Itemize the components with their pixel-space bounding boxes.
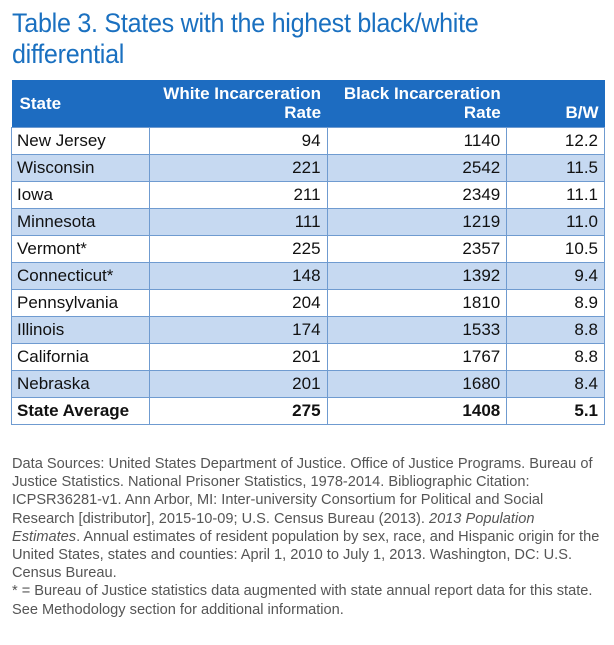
table-row: Pennsylvania 204 1810 8.9	[11, 289, 605, 317]
state-cell: New Jersey	[11, 127, 150, 155]
table-row: Iowa 211 2349 11.1	[11, 181, 605, 209]
state-cell: Minnesota	[11, 208, 150, 236]
bw-ratio-cell: 10.5	[506, 235, 605, 263]
state-cell: Vermont*	[11, 235, 150, 263]
bw-ratio-cell: 9.4	[506, 262, 605, 290]
bw-ratio-cell: 8.8	[506, 316, 605, 344]
state-cell: California	[11, 343, 150, 371]
state-cell: Iowa	[11, 181, 150, 209]
black-rate-cell: 1810	[326, 289, 508, 317]
state-cell: Wisconsin	[11, 154, 150, 182]
white-rate-cell: 201	[148, 343, 328, 371]
bw-ratio-cell: 8.4	[506, 370, 605, 398]
header-black-rate: Black Incarceration Rate	[327, 80, 507, 128]
header-white-rate: White Incarceration Rate	[149, 80, 328, 128]
header-state: State	[11, 80, 150, 128]
white-rate-cell: 201	[148, 370, 328, 398]
table-row: Minnesota 111 1219 11.0	[11, 208, 605, 236]
white-rate-cell: 94	[148, 127, 328, 155]
table-row: Wisconsin 221 2542 11.5	[11, 154, 605, 182]
table-row: Vermont* 225 2357 10.5	[11, 235, 605, 263]
bw-ratio-cell: 8.8	[506, 343, 605, 371]
table-row: Nebraska 201 1680 8.4	[11, 370, 605, 398]
black-rate-cell: 2542	[326, 154, 508, 182]
black-rate-cell: 1408	[326, 397, 508, 425]
bw-ratio-cell: 11.5	[506, 154, 605, 182]
black-rate-cell: 1533	[326, 316, 508, 344]
incarceration-table: State White Incarceration Rate Black Inc…	[11, 80, 605, 425]
black-rate-cell: 2357	[326, 235, 508, 263]
bw-ratio-cell: 11.1	[506, 181, 605, 209]
bw-ratio-cell: 12.2	[506, 127, 605, 155]
white-rate-cell: 221	[148, 154, 328, 182]
white-rate-cell: 225	[148, 235, 328, 263]
black-rate-cell: 1767	[326, 343, 508, 371]
bw-ratio-cell: 11.0	[506, 208, 605, 236]
table-row: Illinois 174 1533 8.8	[11, 316, 605, 344]
table-row: Connecticut* 148 1392 9.4	[11, 262, 605, 290]
black-rate-cell: 1219	[326, 208, 508, 236]
white-rate-cell: 148	[148, 262, 328, 290]
black-rate-cell: 1140	[326, 127, 508, 155]
header-bw-ratio: B/W	[506, 80, 605, 128]
state-cell: Illinois	[11, 316, 150, 344]
state-cell: Nebraska	[11, 370, 150, 398]
footnote: * = Bureau of Justice statistics data au…	[12, 583, 593, 618]
table-header-row: State White Incarceration Rate Black Inc…	[11, 80, 605, 128]
bw-ratio-cell: 8.9	[506, 289, 605, 317]
state-cell: Pennsylvania	[11, 289, 150, 317]
white-rate-cell: 111	[148, 208, 328, 236]
black-rate-cell: 1392	[326, 262, 508, 290]
white-rate-cell: 174	[148, 316, 328, 344]
state-cell: State Average	[11, 397, 150, 425]
table-row: New Jersey 94 1140 12.2	[11, 127, 605, 155]
table-title: Table 3. States with the highest black/w…	[12, 8, 479, 69]
data-sources-note: Data Sources: United States Department o…	[12, 456, 600, 582]
black-rate-cell: 1680	[326, 370, 508, 398]
state-cell: Connecticut*	[11, 262, 150, 290]
notes: Data Sources: United States Department o…	[12, 455, 606, 619]
white-rate-cell: 211	[148, 181, 328, 209]
bw-ratio-cell: 5.1	[506, 397, 605, 425]
white-rate-cell: 275	[148, 397, 328, 425]
table-average-row: State Average 275 1408 5.1	[11, 397, 605, 425]
black-rate-cell: 2349	[326, 181, 508, 209]
white-rate-cell: 204	[148, 289, 328, 317]
table-row: California 201 1767 8.8	[11, 343, 605, 371]
